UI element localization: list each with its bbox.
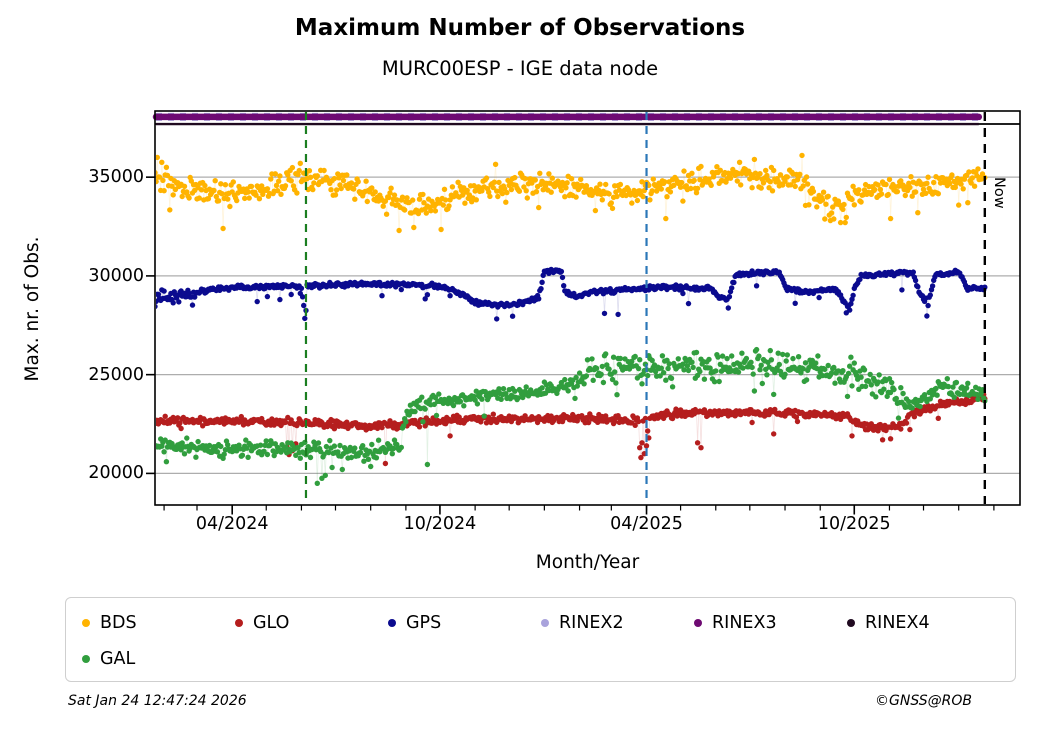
now-annotation: Now: [991, 177, 1007, 209]
x-tick-label: 10/2025: [817, 514, 891, 534]
y-tick-label: 35000: [88, 167, 144, 188]
legend-item-gps: GPS: [388, 605, 541, 641]
chart-subtitle: MURC00ESP - IGE data node: [381, 57, 659, 80]
legend-item-bds: BDS: [82, 605, 235, 641]
x-axis-label: Month/Year: [535, 552, 640, 573]
legend-label: RINEX2: [559, 613, 624, 633]
legend-marker-rinex2-icon: [541, 619, 549, 627]
legend-label: GAL: [100, 649, 136, 669]
y-tick-label: 20000: [88, 463, 144, 484]
legend-label: GLO: [253, 613, 290, 633]
legend-item-glo: GLO: [235, 605, 388, 641]
legend: BDS GLO GPS RINEX2 RINEX3 RINEX4 GAL: [65, 597, 1016, 682]
copyright-text: ©GNSS@ROB: [875, 693, 972, 709]
legend-label: RINEX3: [712, 613, 777, 633]
legend-marker-bds-icon: [82, 619, 90, 627]
x-tick-label: 04/2024: [195, 514, 269, 534]
y-tick-label: 25000: [88, 364, 144, 385]
legend-label: RINEX4: [865, 613, 930, 633]
chart-title: Maximum Number of Observations: [294, 15, 746, 41]
y-axis-label: Max. nr. of Obs.: [22, 236, 43, 382]
x-tick-label: 10/2024: [403, 514, 477, 534]
y-tick-label: 30000: [88, 265, 144, 286]
timestamp-text: Sat Jan 24 12:47:24 2026: [68, 693, 247, 709]
legend-marker-rinex4-icon: [847, 619, 855, 627]
x-tick-label: 04/2025: [610, 514, 683, 534]
legend-item-rinex2: RINEX2: [541, 605, 694, 641]
legend-marker-gal-icon: [82, 655, 90, 663]
legend-marker-gps-icon: [388, 619, 396, 627]
legend-item-rinex3: RINEX3: [694, 605, 847, 641]
legend-item-rinex4: RINEX4: [847, 605, 1000, 641]
legend-marker-glo-icon: [235, 619, 243, 627]
legend-label: GPS: [406, 613, 442, 633]
legend-item-gal: GAL: [82, 641, 235, 677]
legend-label: BDS: [100, 613, 137, 633]
legend-marker-rinex3-icon: [694, 619, 702, 627]
